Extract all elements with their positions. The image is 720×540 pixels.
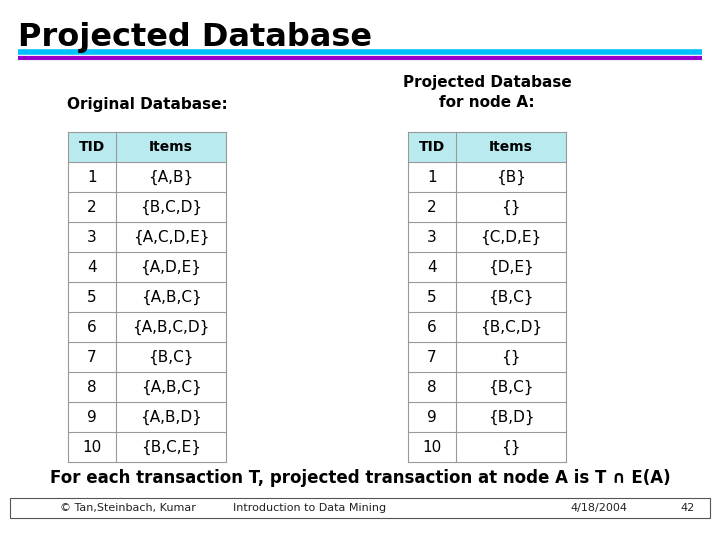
- Text: {A,B}: {A,B}: [148, 170, 194, 185]
- Text: 42: 42: [680, 503, 695, 513]
- Text: 7: 7: [427, 349, 437, 364]
- Text: 2: 2: [427, 199, 437, 214]
- Bar: [408, 192, 566, 222]
- Text: {A,D,E}: {A,D,E}: [140, 259, 202, 275]
- Text: {C,D,E}: {C,D,E}: [480, 230, 541, 245]
- Text: Introduction to Data Mining: Introduction to Data Mining: [233, 503, 387, 513]
- Bar: [408, 342, 566, 372]
- Text: {}: {}: [501, 199, 521, 214]
- Text: For each transaction T, projected transaction at node A is T ∩ E(A): For each transaction T, projected transa…: [50, 469, 670, 487]
- Text: {B,D}: {B,D}: [487, 409, 534, 424]
- Bar: [68, 432, 226, 462]
- Text: {A,B,D}: {A,B,D}: [140, 409, 202, 424]
- Text: {A,B,C}: {A,B,C}: [140, 380, 202, 395]
- Text: © Tan,Steinbach, Kumar: © Tan,Steinbach, Kumar: [60, 503, 196, 513]
- Text: {B,C}: {B,C}: [488, 289, 534, 305]
- Text: 2: 2: [87, 199, 96, 214]
- Text: 5: 5: [87, 289, 96, 305]
- Bar: [68, 192, 226, 222]
- Bar: [68, 342, 226, 372]
- Bar: [68, 282, 226, 312]
- Text: {B,C}: {B,C}: [148, 349, 194, 364]
- Text: 3: 3: [427, 230, 437, 245]
- Bar: [408, 402, 566, 432]
- Text: 8: 8: [427, 380, 437, 395]
- Bar: [408, 282, 566, 312]
- Text: {B,C,E}: {B,C,E}: [141, 440, 201, 455]
- Bar: [408, 312, 566, 342]
- Text: 9: 9: [87, 409, 97, 424]
- Text: 7: 7: [87, 349, 96, 364]
- Text: 9: 9: [427, 409, 437, 424]
- Text: TID: TID: [419, 140, 445, 154]
- Bar: [408, 372, 566, 402]
- Text: Items: Items: [149, 140, 193, 154]
- Text: {B,C,D}: {B,C,D}: [140, 199, 202, 214]
- Text: 4: 4: [427, 260, 437, 274]
- Text: 4/18/2004: 4/18/2004: [570, 503, 627, 513]
- Text: 6: 6: [87, 320, 97, 334]
- Bar: [68, 132, 226, 162]
- Text: {D,E}: {D,E}: [488, 259, 534, 275]
- Text: 6: 6: [427, 320, 437, 334]
- Bar: [408, 222, 566, 252]
- Text: 1: 1: [87, 170, 96, 185]
- Text: TID: TID: [79, 140, 105, 154]
- Text: {B,C,D}: {B,C,D}: [480, 319, 542, 335]
- Text: {B}: {B}: [496, 170, 526, 185]
- Text: {A,B,C,D}: {A,B,C,D}: [132, 319, 210, 335]
- Bar: [408, 252, 566, 282]
- Text: {B,C}: {B,C}: [488, 380, 534, 395]
- Text: 8: 8: [87, 380, 96, 395]
- Bar: [68, 162, 226, 192]
- Text: {A,B,C}: {A,B,C}: [140, 289, 202, 305]
- Bar: [408, 132, 566, 162]
- Text: Items: Items: [489, 140, 533, 154]
- Bar: [68, 312, 226, 342]
- Text: 3: 3: [87, 230, 97, 245]
- Text: {}: {}: [501, 440, 521, 455]
- Bar: [68, 222, 226, 252]
- Text: {A,C,D,E}: {A,C,D,E}: [132, 230, 210, 245]
- Bar: [68, 372, 226, 402]
- Text: 5: 5: [427, 289, 437, 305]
- Text: 10: 10: [82, 440, 102, 455]
- Text: Projected Database: Projected Database: [18, 22, 372, 53]
- Text: 1: 1: [427, 170, 437, 185]
- Bar: [10, 498, 710, 518]
- Text: Projected Database: Projected Database: [402, 75, 572, 90]
- Text: 10: 10: [423, 440, 441, 455]
- Bar: [408, 162, 566, 192]
- Text: 4: 4: [87, 260, 96, 274]
- Text: for node A:: for node A:: [439, 95, 535, 110]
- Bar: [408, 432, 566, 462]
- Bar: [68, 252, 226, 282]
- Bar: [68, 402, 226, 432]
- Text: Original Database:: Original Database:: [67, 97, 228, 112]
- Text: {}: {}: [501, 349, 521, 364]
